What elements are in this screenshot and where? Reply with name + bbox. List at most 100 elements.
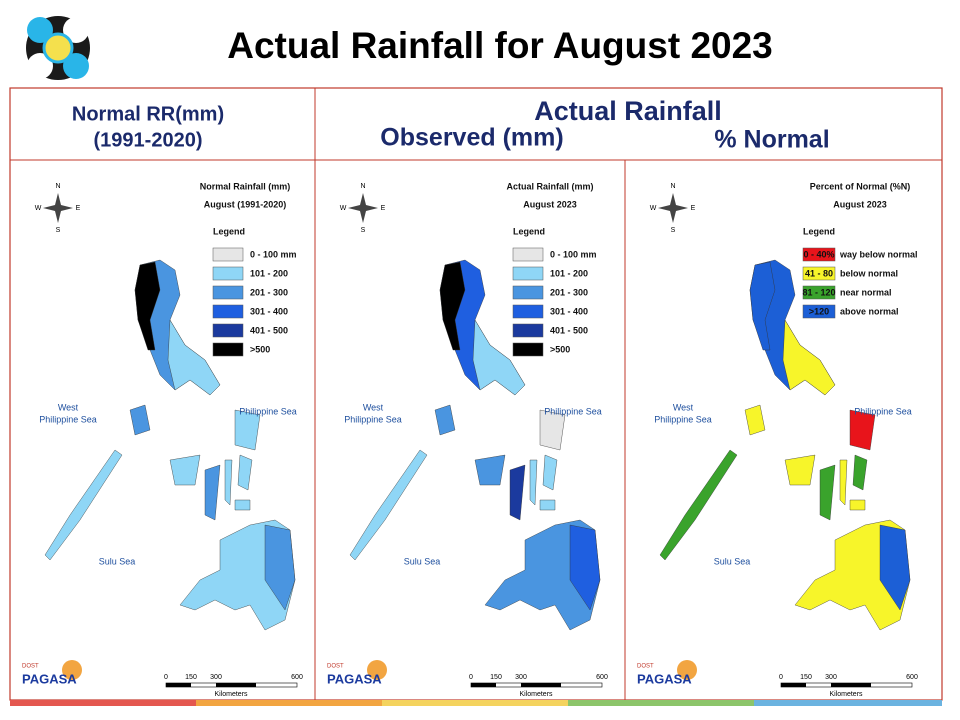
island bbox=[539, 409, 566, 451]
legend-swatch bbox=[512, 285, 544, 300]
island bbox=[542, 454, 558, 491]
scale-tick: 300 bbox=[210, 674, 222, 681]
scale-tick: 0 bbox=[164, 674, 168, 681]
legend-label: >500 bbox=[250, 344, 270, 354]
legend-swatch bbox=[802, 304, 836, 319]
sea-label: Philippine Sea bbox=[544, 406, 602, 416]
legend-label: >120 bbox=[809, 306, 829, 316]
sea-label: West bbox=[363, 402, 384, 412]
island bbox=[349, 449, 428, 561]
island bbox=[474, 454, 506, 486]
legend-label: 201 - 300 bbox=[550, 287, 588, 297]
legend-note: above normal bbox=[840, 306, 899, 316]
map-title: Normal Rainfall (mm) bbox=[200, 181, 291, 191]
legend-label: 0 - 40% bbox=[803, 249, 834, 259]
legend-swatch bbox=[212, 266, 244, 281]
legend-note: below normal bbox=[840, 268, 898, 278]
scale-bar-fill bbox=[831, 683, 871, 687]
scale-unit: Kilometers bbox=[519, 691, 553, 698]
sea-label: West bbox=[673, 402, 694, 412]
island bbox=[659, 449, 738, 561]
header-percent: % Normal bbox=[714, 126, 829, 154]
legend-label: 301 - 400 bbox=[550, 306, 588, 316]
sea-label: Philippine Sea bbox=[654, 414, 712, 424]
sea-label: Sulu Sea bbox=[99, 556, 136, 566]
map-title: August 2023 bbox=[523, 199, 577, 209]
legend-swatch bbox=[802, 247, 836, 262]
scale-bar-fill bbox=[471, 683, 496, 687]
legend-swatch bbox=[212, 285, 244, 300]
logo-top: DOST bbox=[327, 664, 344, 670]
island bbox=[237, 454, 253, 491]
compass-rose bbox=[348, 193, 378, 223]
map bbox=[349, 259, 601, 631]
legend-swatch bbox=[802, 285, 836, 300]
slide-title: Actual Rainfall for August 2023 bbox=[227, 25, 773, 66]
sea-label: Philippine Sea bbox=[39, 414, 97, 424]
compass-n: N bbox=[360, 183, 365, 190]
map-title: August (1991-2020) bbox=[204, 199, 287, 209]
frame bbox=[9, 87, 943, 701]
scale-tick: 600 bbox=[596, 674, 608, 681]
legend-title: Legend bbox=[513, 226, 545, 236]
island bbox=[472, 319, 526, 396]
scale-unit: Kilometers bbox=[214, 691, 248, 698]
island bbox=[849, 409, 876, 451]
sea-label: Philippine Sea bbox=[854, 406, 912, 416]
map bbox=[44, 259, 296, 631]
island bbox=[539, 499, 556, 511]
legend-note: near normal bbox=[840, 287, 892, 297]
sea-label: Sulu Sea bbox=[404, 556, 441, 566]
legend-swatch bbox=[512, 342, 544, 357]
island bbox=[744, 404, 766, 436]
header-normal-period: (1991-2020) bbox=[94, 129, 203, 151]
island bbox=[849, 499, 866, 511]
logo-name: PAGASA bbox=[327, 671, 382, 686]
island bbox=[224, 459, 233, 506]
island bbox=[264, 524, 296, 611]
legend-label: 101 - 200 bbox=[250, 268, 288, 278]
scale-unit: Kilometers bbox=[829, 691, 863, 698]
island bbox=[569, 524, 601, 611]
logo-icon bbox=[367, 660, 387, 680]
compass-w: W bbox=[340, 205, 347, 212]
legend-swatch bbox=[212, 247, 244, 262]
island bbox=[852, 454, 868, 491]
island bbox=[234, 409, 261, 451]
legend-label: 0 - 100 mm bbox=[550, 249, 597, 259]
map bbox=[659, 259, 911, 631]
compass-s: S bbox=[361, 227, 366, 234]
legend-swatch bbox=[212, 342, 244, 357]
island bbox=[784, 454, 816, 486]
legend-swatch bbox=[212, 323, 244, 338]
island bbox=[434, 404, 456, 436]
legend-note: way below normal bbox=[839, 249, 918, 259]
legend-label: 201 - 300 bbox=[250, 287, 288, 297]
map-panel: N S E W Percent of Normal (%N) August 2023 Leg… bbox=[637, 181, 918, 697]
compass: N S E W bbox=[340, 183, 386, 234]
compass-e: E bbox=[691, 205, 696, 212]
legend-title: Legend bbox=[803, 226, 835, 236]
legend-label: 41 - 80 bbox=[805, 268, 833, 278]
scale-tick: 150 bbox=[185, 674, 197, 681]
map-panel: N S E W Normal Rainfall (mm) August (1991-202… bbox=[22, 181, 303, 697]
island bbox=[167, 319, 221, 396]
map-title: August 2023 bbox=[833, 199, 887, 209]
logo-top: DOST bbox=[637, 664, 654, 670]
island bbox=[879, 524, 911, 611]
scale-tick: 0 bbox=[469, 674, 473, 681]
logo-icon bbox=[677, 660, 697, 680]
legend-label: 301 - 400 bbox=[250, 306, 288, 316]
legend-label: 81 - 120 bbox=[802, 287, 835, 297]
scale-tick: 0 bbox=[779, 674, 783, 681]
scale-tick: 600 bbox=[906, 674, 918, 681]
compass-rose bbox=[658, 193, 688, 223]
compass-rose bbox=[43, 193, 73, 223]
island bbox=[44, 449, 123, 561]
scale-tick: 150 bbox=[800, 674, 812, 681]
legend-title: Legend bbox=[213, 226, 245, 236]
island bbox=[749, 261, 776, 351]
legend-swatch bbox=[512, 304, 544, 319]
legend-label: >500 bbox=[550, 344, 570, 354]
map-panel: N S E W Actual Rainfall (mm) August 2023 Legen… bbox=[327, 181, 608, 697]
